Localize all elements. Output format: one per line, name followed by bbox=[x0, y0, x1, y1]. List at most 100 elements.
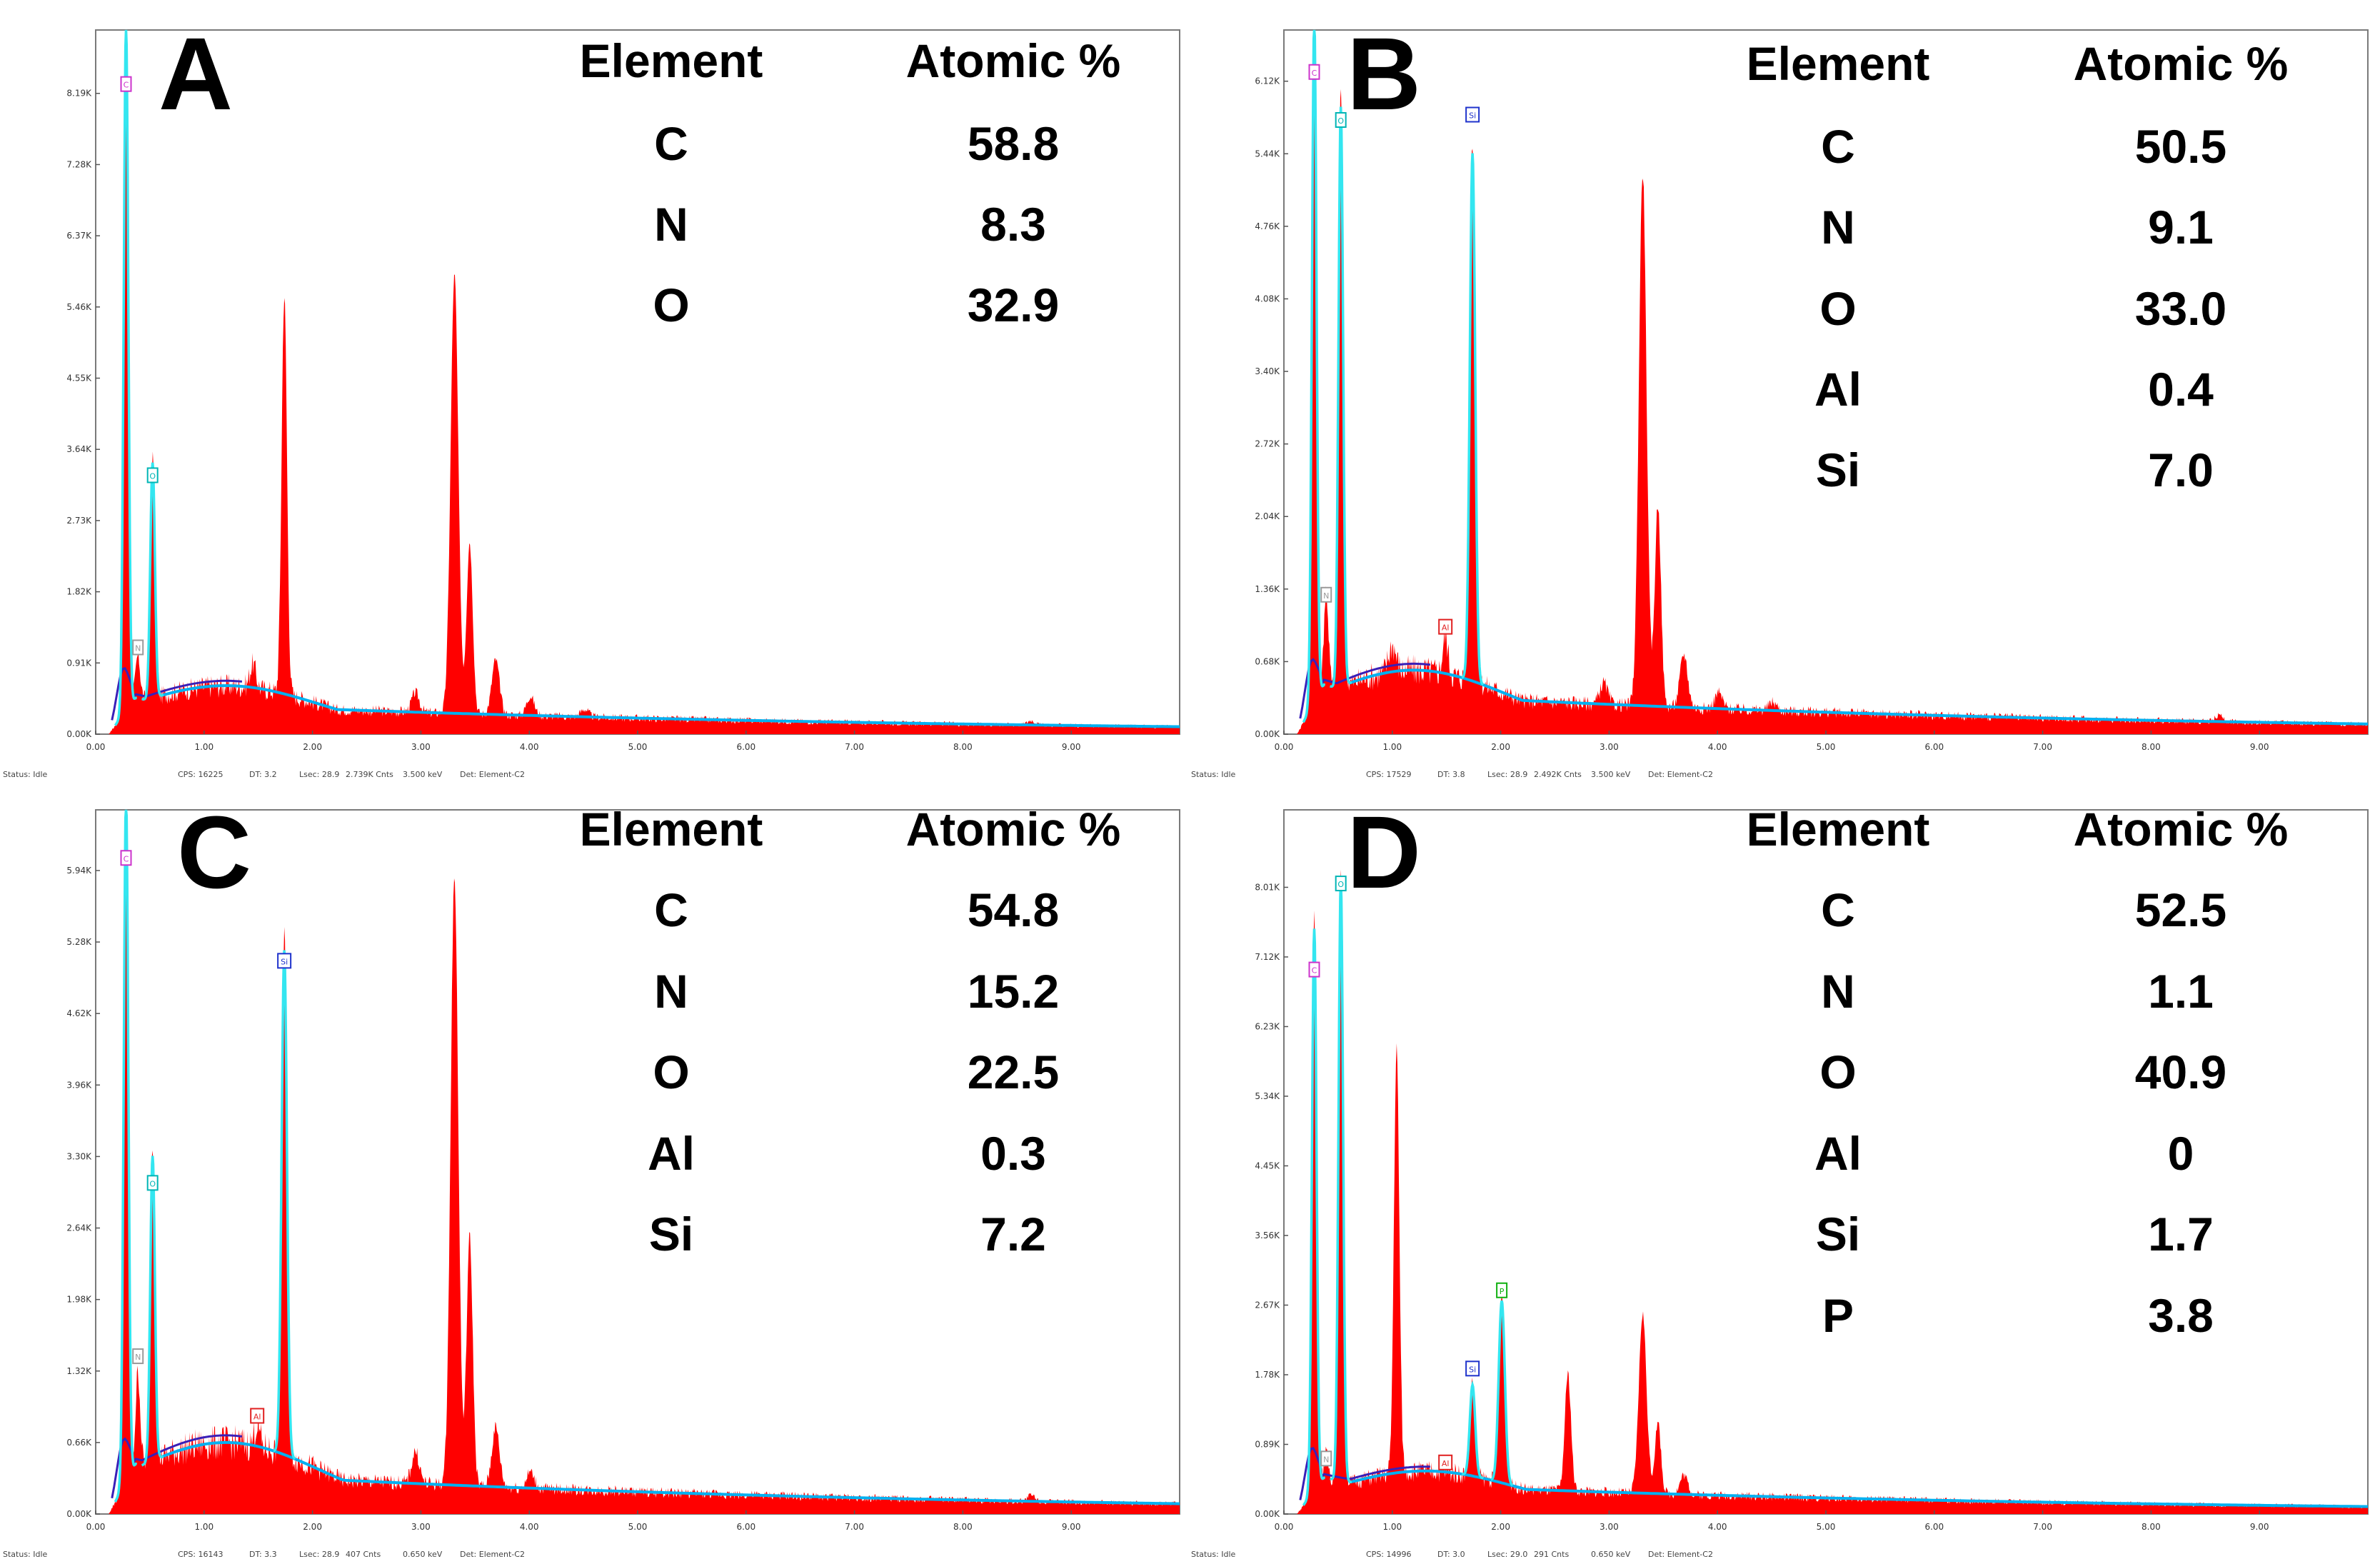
status-bar-text: CPS: 16225 bbox=[178, 770, 224, 779]
element-marker-n: N bbox=[1320, 1450, 1332, 1467]
table-header-atomic: Atomic % bbox=[2073, 803, 2289, 856]
element-marker-o: O bbox=[1335, 111, 1347, 128]
table-cell-element: O bbox=[653, 279, 690, 331]
table-cell-value: 7.0 bbox=[2148, 443, 2214, 496]
marker-label: Al bbox=[253, 1412, 261, 1421]
x-tick-label: 5.00 bbox=[1817, 1522, 1836, 1532]
x-tick-label: 3.00 bbox=[411, 1522, 431, 1532]
spectrum-chart-b: C O Si N Al 0.00K 0.68K 1.36K 2.04K 2.72K 3.40K 4.0… bbox=[1191, 29, 2369, 779]
table-cell-element: N bbox=[1821, 201, 1855, 254]
marker-box bbox=[1496, 1282, 1508, 1298]
element-fit-line bbox=[273, 950, 296, 1460]
x-tick-label: 7.00 bbox=[2033, 1522, 2052, 1532]
y-tick-label: 4.55K bbox=[66, 374, 92, 384]
status-bar-text: Lsec: 28.9 bbox=[299, 770, 339, 779]
table-cell-value: 0.4 bbox=[2148, 363, 2214, 416]
element-fit-line bbox=[1302, 29, 1326, 723]
marker-label: C bbox=[1312, 69, 1317, 78]
plot-frame bbox=[95, 29, 1180, 735]
y-tick-label: 1.82K bbox=[66, 587, 92, 597]
panel-c: C Si O N Al 0.00K 0.66K 1.32K 1.98K 2.64K 3.30K 3.9… bbox=[3, 783, 1188, 1561]
element-marker-n: N bbox=[132, 1348, 144, 1365]
status-bar-text: Det: Element-C2 bbox=[1648, 770, 1713, 779]
table-header-atomic: Atomic % bbox=[905, 803, 1121, 856]
status-bar-text: Lsec: 28.9 bbox=[299, 1550, 339, 1559]
y-tick-label: 5.44K bbox=[1255, 149, 1280, 159]
table-cell-element: Al bbox=[1814, 363, 1862, 416]
y-tick-label: 1.36K bbox=[1255, 584, 1280, 594]
marker-label: Al bbox=[1442, 623, 1450, 633]
table-cell-element: Si bbox=[648, 1208, 694, 1260]
element-marker-al: Al bbox=[250, 1408, 265, 1424]
table-cell-value: 8.3 bbox=[980, 198, 1046, 251]
marker-box bbox=[1465, 106, 1480, 123]
x-tick-label: 9.00 bbox=[1062, 1522, 1081, 1532]
y-tick-label: 5.94K bbox=[66, 866, 92, 876]
marker-label: N bbox=[1323, 591, 1329, 601]
panel-label: B bbox=[1347, 16, 1421, 131]
status-bar-text: DT: 3.2 bbox=[249, 770, 277, 779]
x-tick-label: 1.00 bbox=[1382, 742, 1402, 752]
x-tick-label: 8.00 bbox=[953, 742, 973, 752]
y-tick-label: 6.23K bbox=[1255, 1021, 1280, 1031]
marker-box bbox=[1308, 961, 1320, 978]
table-cell-element: C bbox=[654, 883, 688, 936]
status-bar-text: CPS: 14996 bbox=[1366, 1550, 1412, 1559]
y-tick-label: 0.00K bbox=[66, 729, 92, 739]
status-bar-text: Det: Element-C2 bbox=[1648, 1550, 1713, 1559]
x-tick-label: 6.00 bbox=[1924, 742, 1944, 752]
element-fit-line bbox=[1330, 106, 1352, 688]
status-bar-text: Det: Element-C2 bbox=[460, 1550, 525, 1559]
marker-box bbox=[1335, 876, 1347, 892]
plot-frame bbox=[1283, 29, 2369, 735]
element-fit-line bbox=[114, 29, 137, 726]
marker-label: Si bbox=[1469, 1365, 1476, 1374]
status-bar-text: Status: Idle bbox=[3, 1550, 48, 1559]
table-cell-element: P bbox=[1822, 1289, 1854, 1342]
table-cell-element: N bbox=[1821, 965, 1855, 1018]
status-bar-text: Lsec: 28.9 bbox=[1487, 770, 1527, 779]
marker-box bbox=[1438, 1454, 1453, 1470]
element-marker-n: N bbox=[132, 639, 144, 656]
y-tick-label: 7.12K bbox=[1255, 952, 1280, 962]
y-tick-label: 4.62K bbox=[66, 1008, 92, 1018]
table-cell-element: Al bbox=[1814, 1127, 1862, 1180]
table-header-atomic: Atomic % bbox=[2073, 37, 2289, 90]
y-tick-label: 3.96K bbox=[66, 1080, 92, 1090]
background-fit-line bbox=[160, 1440, 1180, 1505]
x-tick-label: 5.00 bbox=[628, 1522, 648, 1532]
y-tick-label: 5.34K bbox=[1255, 1091, 1280, 1101]
element-marker-c: C bbox=[1308, 961, 1320, 978]
table-cell-value: 15.2 bbox=[967, 965, 1060, 1018]
panel-b: C O Si N Al 0.00K 0.68K 1.36K 2.04K 2.72K 3.40K 4.0… bbox=[1191, 3, 2376, 781]
y-tick-label: 1.98K bbox=[66, 1295, 92, 1305]
x-tick-label: 4.00 bbox=[1708, 742, 1727, 752]
y-tick-label: 3.64K bbox=[66, 444, 92, 454]
marker-label: O bbox=[149, 471, 156, 481]
spectrum-chart-a: CON0.00K0.91K1.82K2.73K3.64K4.55K5.46K6.… bbox=[3, 29, 1180, 779]
x-tick-label: 3.00 bbox=[1600, 742, 1619, 752]
marker-label: O bbox=[1337, 116, 1344, 126]
marker-label: C bbox=[124, 854, 129, 863]
marker-box bbox=[1438, 618, 1453, 635]
x-tick-label: 0.00 bbox=[1275, 1522, 1294, 1532]
x-tick-label: 2.00 bbox=[303, 742, 322, 752]
table-header-element: Element bbox=[579, 803, 763, 856]
element-marker-si: Si bbox=[277, 953, 292, 969]
table-cell-value: 22.5 bbox=[967, 1046, 1060, 1098]
x-tick-label: 8.00 bbox=[2142, 1522, 2161, 1532]
y-tick-label: 2.73K bbox=[66, 516, 92, 526]
table-cell-value: 50.5 bbox=[2134, 120, 2227, 173]
panel-a: C O N 0.00K 0.91K 1.82K 2.73K 3.64K 4.55K 5.46K 6.… bbox=[3, 3, 1188, 781]
x-tick-label: 1.00 bbox=[194, 1522, 214, 1532]
status-bar-text: CPS: 16143 bbox=[178, 1550, 224, 1559]
x-tick-label: 9.00 bbox=[1062, 742, 1081, 752]
y-tick-label: 2.04K bbox=[1255, 511, 1280, 521]
status-bar-text: 0.650 keV bbox=[1591, 1550, 1631, 1559]
element-marker-n: N bbox=[1320, 586, 1332, 603]
marker-label: Al bbox=[1442, 1459, 1450, 1468]
x-tick-label: 7.00 bbox=[2033, 742, 2052, 752]
status-bar-text: 3.500 keV bbox=[403, 770, 443, 779]
marker-label: N bbox=[1323, 1455, 1329, 1464]
table-header-element: Element bbox=[579, 34, 763, 87]
